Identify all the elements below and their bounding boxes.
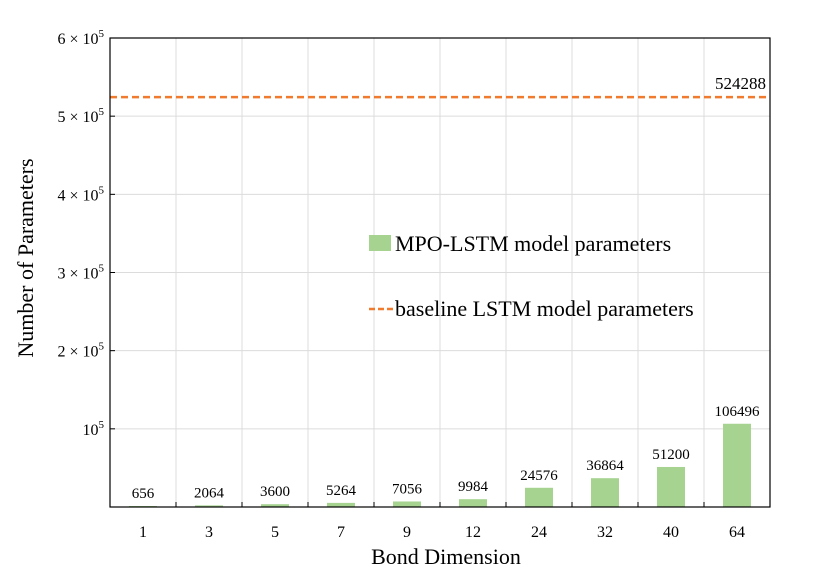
y-tick-labels: 105 2 × 105 3 × 105 4 × 105 5 × 105 6 × 105 <box>57 28 104 439</box>
bar-value-label: 5264 <box>326 483 357 499</box>
bar-32 <box>591 478 619 507</box>
bar-12 <box>459 499 487 507</box>
x-axis-title: Bond Dimension <box>371 544 521 569</box>
y-tick-label: 6 × 105 <box>57 28 104 48</box>
x-tick-label: 40 <box>663 524 679 541</box>
x-tick-label: 64 <box>729 524 745 541</box>
grid-lines <box>110 38 770 507</box>
x-tick-label: 9 <box>403 524 411 541</box>
x-tick-label: 5 <box>271 524 279 541</box>
bar-value-label: 3600 <box>260 484 290 500</box>
y-tick-label: 4 × 105 <box>57 184 104 204</box>
bar-5 <box>261 504 289 507</box>
bar-value-label: 24576 <box>520 468 558 484</box>
y-axis-title: Number of Parameters <box>13 158 38 357</box>
bar-value-label: 51200 <box>652 447 690 463</box>
baseline-value-label: 524288 <box>715 74 766 93</box>
legend-swatch-mpo <box>369 235 391 251</box>
axes <box>109 37 771 508</box>
bar-24 <box>525 487 553 507</box>
x-tick-label: 3 <box>205 524 213 541</box>
legend-label-mpo: MPO-LSTM model parameters <box>395 231 671 256</box>
bar-40 <box>657 466 685 507</box>
baseline-line-group: 524288 <box>110 74 770 99</box>
y-tick-label: 5 × 105 <box>57 106 104 126</box>
x-tick-labels: 1 3 5 7 9 12 24 32 40 64 <box>139 524 745 541</box>
bar-9 <box>393 501 421 507</box>
x-tick-label: 12 <box>465 524 481 541</box>
bar-value-labels: 656 2064 3600 5264 7056 9984 24576 36864 51200 10… <box>132 404 760 502</box>
x-tick-label: 1 <box>139 524 147 541</box>
bar-64 <box>723 423 751 507</box>
bars <box>129 423 751 507</box>
bar-value-label: 9984 <box>458 479 489 495</box>
y-tick-label: 3 × 105 <box>57 263 104 283</box>
x-tick-label: 24 <box>531 524 547 541</box>
bar-value-label: 36864 <box>586 458 624 474</box>
bar-value-label: 656 <box>132 486 155 502</box>
x-tick-label: 32 <box>597 524 613 541</box>
bar-value-label: 2064 <box>194 485 225 501</box>
bar-3 <box>195 505 223 507</box>
bar-value-label: 106496 <box>715 404 761 420</box>
x-tick-label: 7 <box>337 524 345 541</box>
y-tick-label: 105 <box>83 419 105 439</box>
bar-value-label: 7056 <box>392 481 423 497</box>
bar-7 <box>327 502 355 507</box>
y-tick-label: 2 × 105 <box>57 341 104 361</box>
legend: MPO-LSTM model parameters baseline LSTM … <box>369 231 694 321</box>
legend-label-baseline: baseline LSTM model parameters <box>395 296 694 321</box>
